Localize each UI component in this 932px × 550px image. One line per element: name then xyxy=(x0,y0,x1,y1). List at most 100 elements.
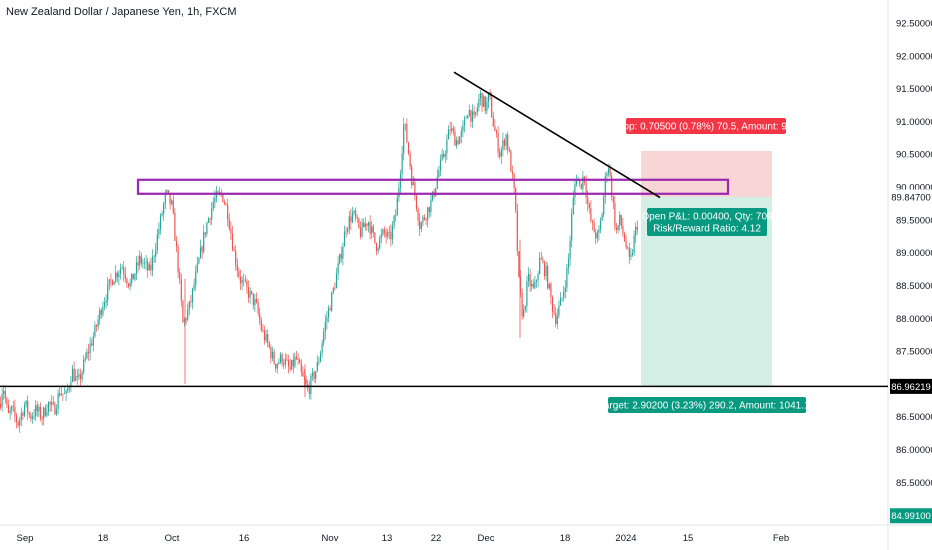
candle-body xyxy=(588,203,590,209)
candle-body xyxy=(31,416,34,419)
candle-body xyxy=(251,290,253,294)
candle-body xyxy=(193,284,195,289)
candle-body xyxy=(265,334,267,341)
candle-body xyxy=(364,223,366,228)
candle-body xyxy=(151,256,154,271)
candle-body xyxy=(14,406,16,416)
candle-body xyxy=(435,188,437,196)
candle-body xyxy=(478,98,480,108)
candle-body xyxy=(217,191,219,193)
candle-body xyxy=(409,153,411,167)
candle-body xyxy=(73,368,75,382)
x-tick-label: 16 xyxy=(239,533,250,544)
candle-body xyxy=(91,343,93,346)
candle-body xyxy=(446,139,448,154)
candle-body xyxy=(326,317,328,322)
candle-body xyxy=(166,190,168,193)
candle-body xyxy=(11,406,13,411)
candle-body xyxy=(255,298,258,303)
y-tick-label: 91.50000 xyxy=(896,84,932,95)
stop-label-bg xyxy=(626,118,786,134)
y-tick-label: 85.50000 xyxy=(896,478,932,489)
candle-body xyxy=(110,279,112,281)
candle-body xyxy=(249,290,251,298)
candle-body xyxy=(212,202,214,209)
candle-body xyxy=(335,273,338,289)
candle-body xyxy=(518,251,520,277)
target-label-bg xyxy=(608,397,806,413)
candle-body xyxy=(286,359,288,361)
candle-body xyxy=(417,208,419,221)
last-price-tag-bg xyxy=(890,508,932,524)
candle-body xyxy=(171,200,173,205)
candles xyxy=(0,88,638,433)
candle-body xyxy=(561,297,563,299)
candle-body xyxy=(511,171,514,174)
candle-body xyxy=(535,280,538,282)
candle-body xyxy=(473,111,475,115)
candle-body xyxy=(19,419,21,426)
last-price-tag: 84.99100 xyxy=(890,508,932,524)
candle-body xyxy=(401,153,403,175)
candle-body xyxy=(596,232,598,239)
y-tick-label: 88.50000 xyxy=(896,281,932,292)
candle-body xyxy=(494,126,496,131)
stop-label-text: Stop: 0.70500 (0.78%) 70.5, Amount: 990 xyxy=(614,122,798,133)
candle-body xyxy=(278,361,280,364)
candle-body xyxy=(295,356,298,359)
candle-body xyxy=(321,343,323,353)
candle-body xyxy=(329,308,331,311)
y-tick-label: 92.50000 xyxy=(896,18,932,29)
candle-body xyxy=(612,196,614,203)
candle-body xyxy=(391,225,394,240)
candle-body xyxy=(342,246,344,259)
candle-body xyxy=(191,288,194,303)
candle-body xyxy=(17,421,19,426)
candle-body xyxy=(260,320,262,331)
candle-body xyxy=(0,403,2,408)
candle-body xyxy=(155,250,157,257)
candle-body xyxy=(591,220,594,223)
candle-body xyxy=(140,255,142,264)
candle-body xyxy=(102,307,104,315)
candle-body xyxy=(539,257,541,274)
candle-body xyxy=(36,405,38,412)
candle-body xyxy=(49,402,51,405)
candle-body xyxy=(543,262,546,276)
candle-body xyxy=(348,216,350,230)
candle-body xyxy=(406,123,408,143)
candle-body xyxy=(214,197,216,203)
candle-body xyxy=(457,140,459,144)
candle-body xyxy=(94,325,96,337)
candle-body xyxy=(505,134,507,146)
candle-body xyxy=(483,96,485,107)
candle-body xyxy=(558,305,560,316)
candle-body xyxy=(529,274,531,286)
candle-body xyxy=(86,351,88,359)
candle-body xyxy=(524,306,526,310)
candle-body xyxy=(70,382,72,387)
candle-body xyxy=(444,153,446,157)
candle-body xyxy=(247,287,250,298)
candle-body xyxy=(150,264,152,271)
candle-body xyxy=(575,180,578,185)
candle-body xyxy=(580,183,582,189)
candle-body xyxy=(257,302,259,314)
candle-body xyxy=(228,219,230,229)
candle-body xyxy=(631,252,634,256)
candle-body xyxy=(633,235,635,253)
candle-body xyxy=(516,209,518,252)
candle-body xyxy=(107,284,109,301)
candle-body xyxy=(451,128,453,131)
x-tick-label: Nov xyxy=(322,533,339,544)
candle-body xyxy=(195,271,197,285)
candle-body xyxy=(310,375,312,394)
candle-body xyxy=(564,287,566,292)
candle-body xyxy=(619,214,621,226)
candle-body xyxy=(582,176,584,189)
candle-body xyxy=(105,300,107,303)
candle-body xyxy=(420,222,422,229)
candle-body xyxy=(161,213,163,216)
candle-body xyxy=(366,223,368,226)
